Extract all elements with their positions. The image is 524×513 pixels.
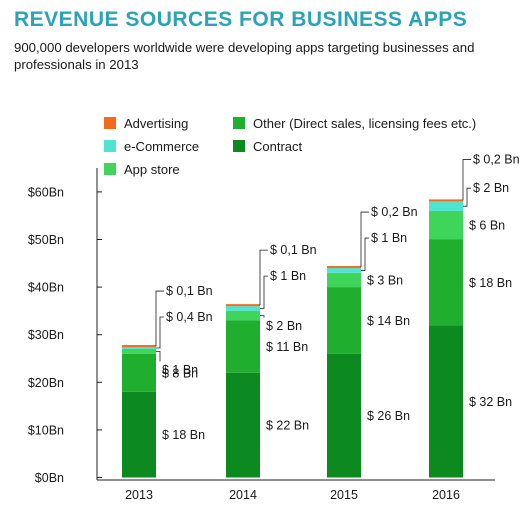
bar-segment-other-2013 [122,353,156,392]
bar-segment-app-2014 [226,310,260,321]
data-label: $ 0,2 Bn [371,205,418,219]
bar-segment-advertising-2014 [226,304,260,307]
data-label: $ 2 Bn [266,319,302,333]
x-tick-label: 2013 [125,488,153,502]
leader-line [361,237,369,271]
data-label: $ 1 Bn [162,363,198,377]
leader-line [260,315,265,318]
legend-swatch [233,140,245,152]
bar-segment-advertising-2016 [429,199,463,202]
leader-line [156,350,161,362]
legend-label: App store [124,162,180,177]
data-label: $ 22 Bn [266,419,309,433]
data-label: $ 0,1 Bn [166,284,213,298]
x-tick-label: 2016 [432,488,460,502]
data-label: $ 11 Bn [266,340,308,354]
data-label: $ 0,4 Bn [166,310,213,324]
leader-line [360,211,369,268]
bar-segment-e-commerce-2015 [327,268,361,273]
legend-label: e-Commerce [124,139,199,154]
bar-segment-advertising-2013 [122,345,156,348]
x-tick-label: 2014 [229,488,257,502]
bar-segment-advertising-2015 [327,266,361,269]
data-label: $ 0,1 Bn [270,243,317,257]
data-label: $ 18 Bn [162,428,205,442]
y-tick-label: $50Bn [28,233,64,247]
bar-segment-app-2013 [122,348,156,354]
bar-segment-e-commerce-2013 [122,346,156,349]
bar-segment-e-commerce-2014 [226,306,260,311]
leader-line [155,290,164,347]
data-label: $ 0,2 Bn [473,152,520,166]
leader-line [156,316,164,349]
data-label: $ 26 Bn [367,409,410,423]
legend-label: Contract [253,139,303,154]
y-tick-label: $10Bn [28,423,64,437]
data-label: $ 1 Bn [371,231,407,245]
data-label: $ 3 Bn [367,273,403,287]
data-label: $ 8 Bn [162,366,198,380]
y-tick-label: $20Bn [28,376,64,390]
bar-segment-contract-2016 [429,325,463,478]
bar-segment-other-2014 [226,320,260,373]
bar-segment-contract-2013 [122,391,156,478]
data-label: $ 32 Bn [469,395,512,409]
y-tick-label: $0Bn [35,471,64,485]
legend-label: Other (Direct sales, licensing fees etc.… [253,116,476,131]
bar-segment-other-2016 [429,239,463,326]
bar-segment-other-2015 [327,287,361,354]
legend-label: Advertising [124,116,188,131]
leader-line [259,249,268,306]
legend-swatch [233,117,245,129]
bar-segment-contract-2014 [226,372,260,478]
chart-subtitle: 900,000 developers worldwide were develo… [14,40,475,72]
data-label: $ 1 Bn [270,269,306,283]
legend-swatch [104,163,116,175]
data-label: $ 18 Bn [469,276,512,290]
x-tick-label: 2015 [330,488,358,502]
legend-swatch [104,117,116,129]
y-tick-label: $60Bn [28,185,64,199]
bar-segment-app-2015 [327,272,361,288]
y-tick-label: $40Bn [28,281,64,295]
leader-line [260,275,268,309]
bar-segment-app-2016 [429,210,463,240]
leader-line [463,187,471,207]
chart-title: REVENUE SOURCES FOR BUSINESS APPS [14,8,468,31]
bar-segment-contract-2015 [327,353,361,478]
legend-swatch [104,140,116,152]
y-tick-label: $30Bn [28,328,64,342]
leader-line [462,159,471,201]
bar-segment-e-commerce-2016 [429,201,463,211]
data-label: $ 14 Bn [367,314,410,328]
data-label: $ 2 Bn [473,181,509,195]
data-label: $ 6 Bn [469,219,505,233]
